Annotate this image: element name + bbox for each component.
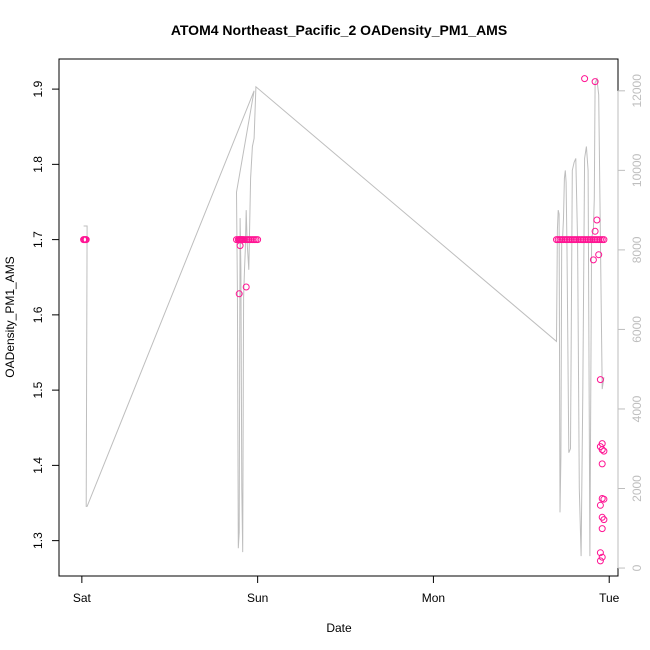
data-point xyxy=(593,216,601,224)
y-tick-label: 1.9 xyxy=(31,80,45,97)
y-axis-label: OADensity_PM1_AMS xyxy=(3,256,17,377)
chart-title: ATOM4 Northeast_Pacific_2 OADensity_PM1_… xyxy=(171,22,507,38)
plot-frame xyxy=(58,58,619,577)
data-point xyxy=(581,75,589,83)
data-point xyxy=(254,236,262,244)
y2-tick-label: 2000 xyxy=(630,475,644,502)
data-point xyxy=(591,227,599,235)
x-axis-label: Date xyxy=(326,621,352,635)
series-line-0 xyxy=(83,77,605,557)
data-point xyxy=(598,460,606,468)
data-point xyxy=(596,557,604,565)
data-point xyxy=(591,78,599,86)
x-axis: Sat Sun Mon Tue xyxy=(73,575,620,605)
data-point xyxy=(598,553,606,561)
point-series-layer xyxy=(80,75,608,565)
y-axis-left: 1.3 1.4 1.5 1.6 1.7 1.8 1.9 xyxy=(31,80,60,549)
y2-tick-label: 12000 xyxy=(630,74,644,108)
y-tick-label: 1.4 xyxy=(31,457,45,474)
y-tick-label: 1.7 xyxy=(31,231,45,248)
data-point xyxy=(596,501,604,509)
data-point xyxy=(600,516,608,524)
data-point xyxy=(598,446,606,454)
y-tick-label: 1.3 xyxy=(31,532,45,549)
data-point xyxy=(236,242,244,250)
data-point xyxy=(598,495,606,502)
data-point xyxy=(595,251,603,259)
data-point xyxy=(596,376,604,384)
data-point xyxy=(589,256,597,264)
x-tick-label: Tue xyxy=(599,591,620,605)
y2-tick-label: 8000 xyxy=(630,236,644,263)
data-point xyxy=(82,236,90,244)
data-point xyxy=(596,549,604,557)
data-point xyxy=(600,236,608,244)
data-point xyxy=(598,525,606,533)
y-axis-right: 0 2000 4000 6000 8000 10000 12000 xyxy=(617,74,644,571)
data-point xyxy=(242,283,250,291)
x-tick-label: Sat xyxy=(73,591,92,605)
y2-tick-label: 10000 xyxy=(630,153,644,187)
line-series-layer xyxy=(83,77,605,557)
x-tick-label: Mon xyxy=(422,591,445,605)
data-point xyxy=(235,290,243,298)
y2-tick-label: 0 xyxy=(630,564,644,571)
y2-tick-label: 4000 xyxy=(630,395,644,422)
y-tick-label: 1.8 xyxy=(31,156,45,173)
y-tick-label: 1.5 xyxy=(31,381,45,398)
y-tick-label: 1.6 xyxy=(31,306,45,323)
data-point xyxy=(600,447,608,455)
x-tick-label: Sun xyxy=(247,591,268,605)
y2-tick-label: 6000 xyxy=(630,316,644,343)
